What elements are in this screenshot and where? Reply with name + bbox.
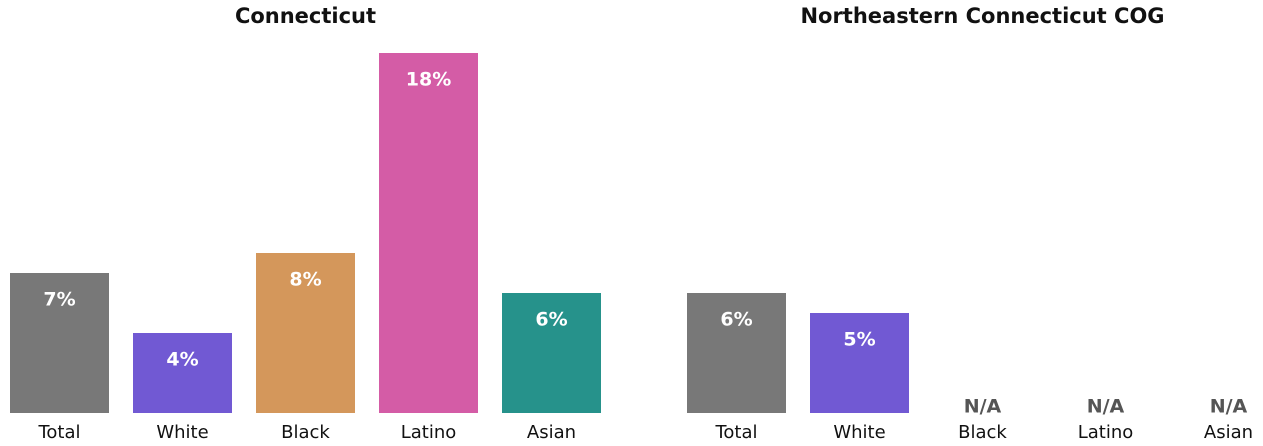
value-label: 7%: [43, 289, 75, 311]
x-tick-label: White: [833, 422, 885, 443]
x-tick-label: Total: [714, 422, 757, 443]
chart-title: Connecticut: [235, 4, 376, 28]
value-label: 6%: [535, 309, 567, 331]
value-label: N/A: [1087, 396, 1125, 418]
value-label: 8%: [289, 269, 321, 291]
value-label: 6%: [720, 309, 752, 331]
x-tick-label: White: [156, 422, 208, 443]
bar: [810, 313, 909, 413]
x-tick-label: Black: [958, 422, 1007, 443]
value-label: 4%: [166, 349, 198, 371]
value-label: N/A: [1210, 396, 1248, 418]
value-label: N/A: [964, 396, 1002, 418]
chart-title: Northeastern Connecticut COG: [800, 4, 1164, 28]
x-tick-label: Black: [281, 422, 330, 443]
bar: [256, 253, 355, 413]
bar: [10, 273, 109, 413]
value-label: 5%: [843, 329, 875, 351]
x-tick-label: Asian: [527, 422, 576, 443]
bar: [502, 293, 601, 413]
bar: [379, 53, 478, 413]
x-tick-label: Total: [37, 422, 80, 443]
bar: [687, 293, 786, 413]
x-tick-label: Latino: [1078, 422, 1134, 443]
x-tick-label: Latino: [401, 422, 457, 443]
value-label: 18%: [406, 69, 451, 91]
bar: [133, 333, 232, 413]
x-tick-label: Asian: [1204, 422, 1253, 443]
